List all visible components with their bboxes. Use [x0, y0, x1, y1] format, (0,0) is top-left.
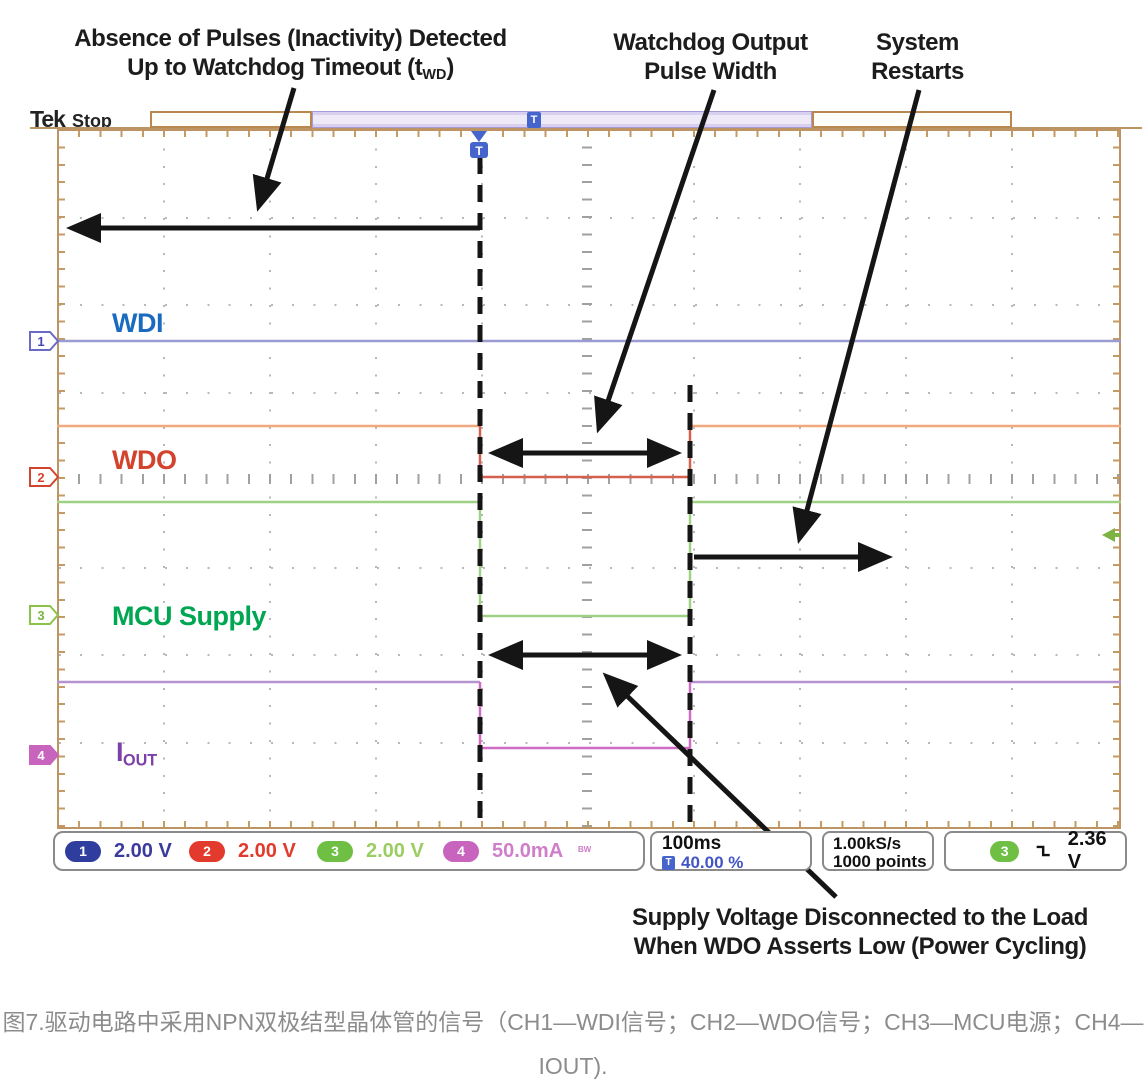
channel2-marker: 2: [29, 467, 60, 487]
channel1-scale: 2.00 V: [114, 839, 172, 862]
edge-ticks-right: [1113, 131, 1119, 827]
horizontal-position: T 40.00 %: [652, 853, 810, 873]
channel1-badge: 1: [65, 840, 101, 862]
trace-label-iout: IOUT: [116, 737, 158, 770]
horizontal-position-value: 40.00 %: [681, 853, 744, 872]
annotation-line: Up to Watchdog Timeout (tWD): [127, 54, 454, 84]
record-bar-left: [150, 111, 312, 128]
annotation-line: Watchdog Output: [613, 29, 808, 56]
acquisition-state: Stop: [71, 111, 112, 131]
record-trigger-marker: T: [527, 112, 541, 128]
channel1-readout: 1 2.00 V: [65, 833, 172, 869]
annotation-pulse-width: Watchdog Output Pulse Width: [598, 28, 823, 86]
channel2-badge: 2: [189, 840, 225, 862]
trigger-source-badge: 3: [990, 840, 1020, 862]
annotation-line: When WDO Asserts Low (Power Cycling): [633, 933, 1087, 960]
record-length: 1000 points: [833, 852, 927, 871]
timebase-scale: 100ms: [662, 833, 722, 854]
record-bar-window: [312, 111, 812, 128]
trigger-level-value: 2.36 V: [1067, 828, 1107, 873]
trace-label-wdi: WDI: [112, 308, 163, 338]
annotation-line: Restarts: [871, 58, 964, 85]
channel4-number: 4: [37, 748, 45, 763]
annotation-line: System: [876, 29, 959, 56]
channel2-number: 2: [37, 470, 44, 485]
figure-caption-line1: 图7.驱动电路中采用NPN双极结型晶体管的信号（CH1—WDI信号；CH2—WD…: [2, 1009, 1144, 1035]
subscript-wd: WD: [422, 67, 447, 84]
annotation-watchdog-timeout: Absence of Pulses (Inactivity) Detected …: [38, 24, 543, 90]
record-bar-right: [812, 111, 1012, 128]
channel-readout-bar: 1 2.00 V 2 2.00 V 3 2.00 V 4 50.0mA ᴮᵂ: [53, 831, 645, 871]
edge-ticks-bottom: [59, 821, 1119, 827]
edge-ticks-left: [59, 131, 65, 827]
annotation-line: Supply Voltage Disconnected to the Load: [632, 904, 1088, 931]
trace-label-wdo: WDO: [112, 445, 177, 475]
channel4-marker: 4: [29, 745, 60, 765]
graticule: [57, 129, 1121, 829]
channel3-readout: 3 2.00 V: [317, 833, 424, 869]
annotation-line: Pulse Width: [644, 58, 777, 85]
channel4-readout: 4 50.0mA ᴮᵂ: [443, 833, 591, 869]
annotation-line: Absence of Pulses (Inactivity) Detected: [74, 25, 507, 52]
channel4-scale: 50.0mA: [492, 839, 564, 862]
channel3-badge: 3: [317, 840, 353, 862]
acquisition-readout: 1.00kS/s 1000 points: [822, 831, 934, 871]
channel4-badge: 4: [443, 840, 479, 862]
edge-ticks-top: [59, 131, 1119, 137]
top-border-line: [30, 127, 1142, 129]
channel3-number: 3: [37, 608, 44, 623]
channel2-readout: 2 2.00 V: [189, 833, 296, 869]
channel3-scale: 2.00 V: [366, 839, 424, 862]
trigger-t-icon: T: [662, 856, 675, 870]
center-axis-horizontal: [59, 474, 1119, 484]
timebase-readout: 100ms T 40.00 %: [650, 831, 812, 873]
channel1-number: 1: [37, 334, 44, 349]
falling-edge-icon: [1037, 845, 1051, 857]
trigger-readout: 3 2.36 V: [944, 828, 1127, 873]
figure-caption-line2: IOUT).: [538, 1053, 608, 1079]
channel3-marker: 3: [29, 605, 60, 625]
sample-rate: 1.00kS/s: [833, 834, 902, 853]
channel2-scale: 2.00 V: [238, 839, 296, 862]
subscript-out: OUT: [123, 751, 158, 770]
annotation-supply-disconnected: Supply Voltage Disconnected to the Load …: [580, 903, 1140, 961]
annotation-system-restarts: System Restarts: [850, 28, 985, 86]
trace-label-mcu-supply: MCU Supply: [112, 601, 267, 631]
bandwidth-icon: ᴮᵂ: [578, 844, 592, 858]
channel1-marker: 1: [29, 331, 60, 351]
